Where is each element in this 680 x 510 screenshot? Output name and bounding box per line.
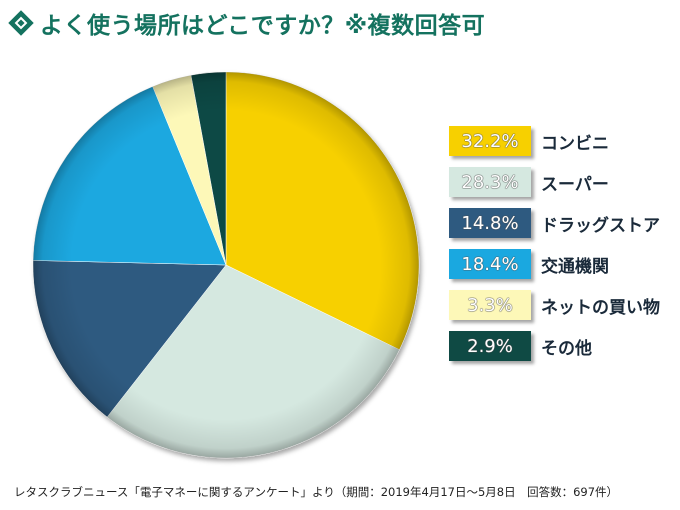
legend-value-label: 18.4% <box>449 249 531 279</box>
legend-value-label: 2.9% <box>449 331 531 361</box>
legend-category-label: 交通機関 <box>541 256 609 277</box>
legend-value-label: 28.3% <box>449 167 531 197</box>
chart-title-text: よく使う場所はどこですか？※複数回答可 <box>40 13 486 39</box>
legend-category-label: ドラッグストア <box>541 215 660 236</box>
legend-item: 32.2% コンビニ <box>449 125 674 157</box>
diamond-icon <box>8 10 34 36</box>
legend-item: 3.3% ネットの買い物 <box>449 289 674 321</box>
source-note: レタスクラブニュース「電子マネーに関するアンケート」より（期間：2019年4月1… <box>14 485 619 499</box>
chart-legend: 32.2% コンビニ 28.3% スーパー 14.8% ドラッグストア 18.4% 交通機関 3… <box>449 125 674 371</box>
legend-value-label: 14.8% <box>449 208 531 238</box>
legend-value-label: 32.2% <box>449 126 531 156</box>
legend-item: 2.9% その他 <box>449 330 674 362</box>
legend-category-label: ネットの買い物 <box>541 297 660 318</box>
legend-item: 14.8% ドラッグストア <box>449 207 674 239</box>
legend-category-label: その他 <box>541 338 592 359</box>
chart-title: よく使う場所はどこですか？※複数回答可 <box>8 6 485 40</box>
legend-category-label: スーパー <box>541 174 609 195</box>
legend-value-label: 3.3% <box>449 290 531 320</box>
legend-item: 18.4% 交通機関 <box>449 248 674 280</box>
legend-item: 28.3% スーパー <box>449 166 674 198</box>
legend-category-label: コンビニ <box>541 133 609 154</box>
